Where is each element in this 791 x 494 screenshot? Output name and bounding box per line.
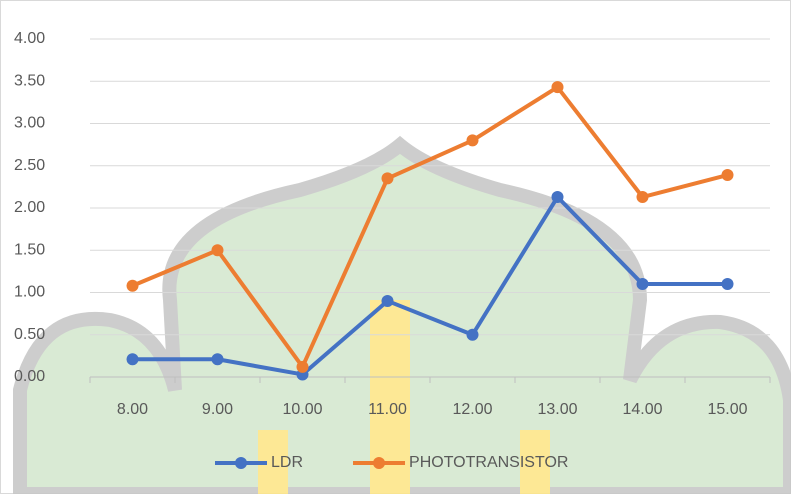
x-tick-label: 14.00: [622, 401, 662, 418]
legend-marker: [373, 457, 385, 469]
point: [127, 280, 139, 292]
x-tick-label: 13.00: [537, 401, 577, 418]
point: [382, 295, 394, 307]
point: [297, 361, 309, 373]
chart: 0.00 0.50 1.00 1.50 2.00 2.50 3.00 3.50 4.00 8.00…: [0, 0, 791, 494]
point: [467, 329, 479, 341]
point: [382, 172, 394, 184]
point: [722, 278, 734, 290]
point: [212, 244, 224, 256]
point: [212, 353, 224, 365]
legend-label: PHOTOTRANSISTOR: [409, 454, 568, 471]
y-tick-label: 3.50: [14, 72, 45, 89]
y-tick-label: 3.00: [14, 115, 45, 132]
legend-label: LDR: [271, 454, 303, 471]
point: [722, 169, 734, 181]
x-tick-label: 10.00: [282, 401, 322, 418]
y-tick-label: 2.50: [14, 157, 45, 174]
legend-marker: [235, 457, 247, 469]
y-tick-label: 2.00: [14, 199, 45, 216]
point: [637, 191, 649, 203]
x-tick-label: 12.00: [452, 401, 492, 418]
x-tick-label: 9.00: [202, 401, 233, 418]
point: [467, 134, 479, 146]
x-tick-label: 11.00: [368, 401, 407, 418]
point: [552, 191, 564, 203]
y-tick-label: 0.00: [14, 368, 45, 385]
point: [127, 353, 139, 365]
y-tick-label: 0.50: [14, 326, 45, 343]
point: [637, 278, 649, 290]
x-tick-label: 15.00: [707, 401, 747, 418]
y-tick-label: 4.00: [14, 30, 45, 47]
y-tick-label: 1.00: [14, 284, 45, 301]
y-tick-label: 1.50: [14, 241, 45, 258]
point: [552, 81, 564, 93]
x-tick-label: 8.00: [117, 401, 148, 418]
